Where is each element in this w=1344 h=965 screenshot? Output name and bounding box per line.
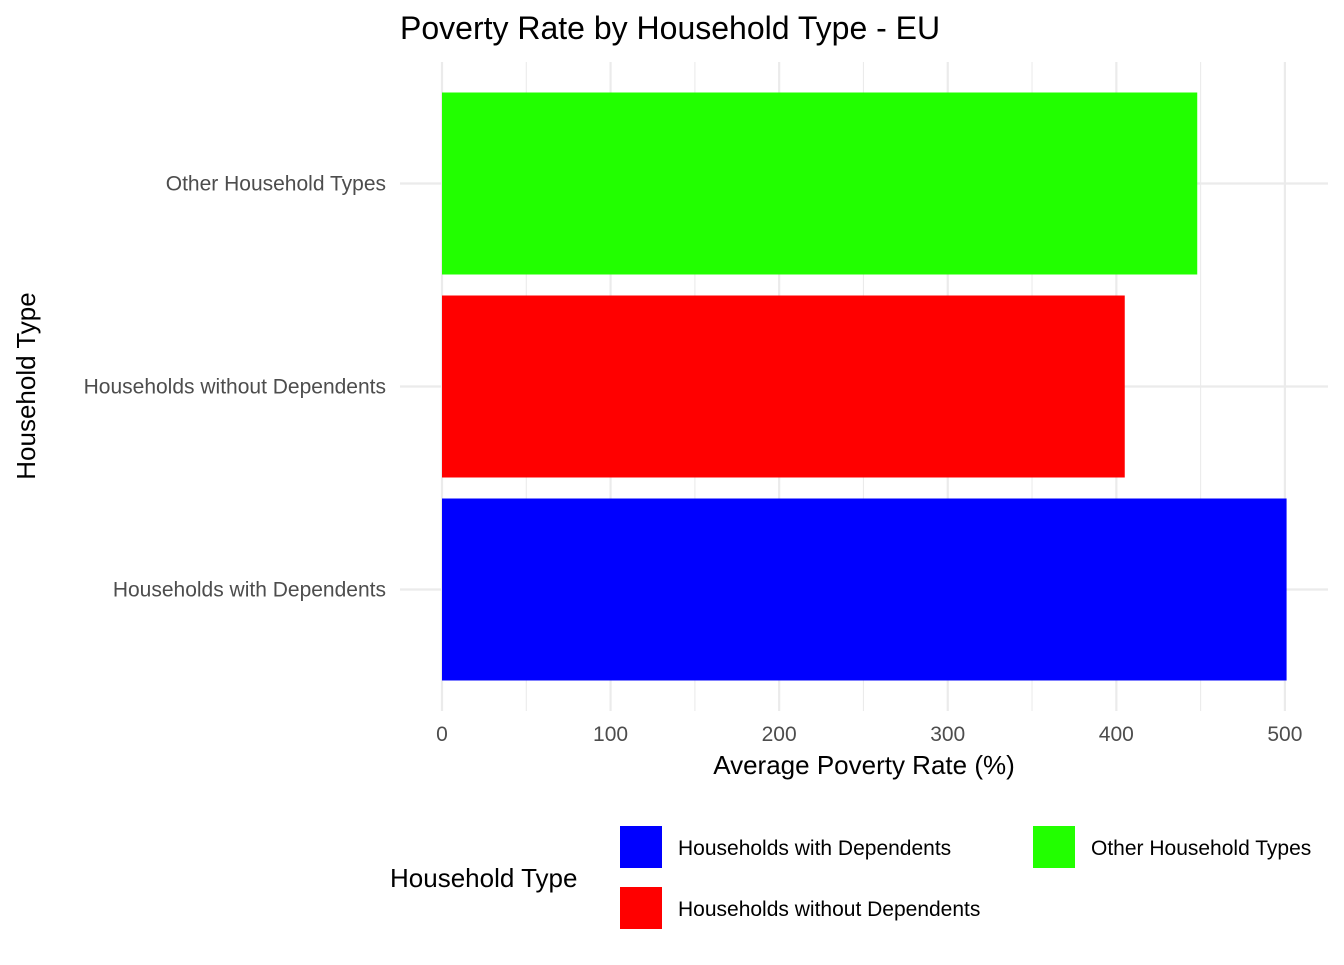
x-tick-label: 200 — [762, 723, 797, 746]
bar-other-household-types — [442, 92, 1198, 275]
legend-item: Households without Dependents — [620, 887, 980, 929]
bar-households-with-dependents — [442, 498, 1287, 681]
legend: Household Type Households with Dependent… — [390, 826, 1311, 929]
x-tick-label: 300 — [930, 723, 965, 746]
legend-label: Households with Dependents — [678, 837, 951, 860]
chart-title: Poverty Rate by Household Type - EU — [400, 10, 940, 46]
x-tick-label: 400 — [1099, 723, 1134, 746]
y-tick-label: Other Household Types — [166, 173, 386, 196]
x-tick-label: 500 — [1267, 723, 1302, 746]
y-tick-label: Households without Dependents — [84, 376, 386, 399]
legend-item: Households with Dependents — [620, 826, 951, 868]
x-tick-label: 0 — [436, 723, 448, 746]
legend-items: Households with Dependents Households wit… — [620, 826, 1311, 929]
legend-swatch — [1033, 826, 1075, 868]
y-tick-label: Households with Dependents — [113, 579, 386, 602]
legend-item: Other Household Types — [1033, 826, 1311, 868]
x-tick-label: 100 — [593, 723, 628, 746]
legend-label: Households without Dependents — [678, 898, 980, 921]
legend-swatch — [620, 887, 662, 929]
y-axis-tick-labels: Households with Dependents Households wit… — [84, 173, 386, 602]
y-axis-title: Household Type — [11, 292, 41, 479]
legend-swatch — [620, 826, 662, 868]
bars — [442, 92, 1287, 681]
legend-title: Household Type — [390, 863, 577, 893]
bar-households-without-dependents — [442, 295, 1125, 478]
legend-label: Other Household Types — [1091, 837, 1311, 860]
x-axis-tick-labels: 0 100 200 300 400 500 — [436, 723, 1302, 746]
x-axis-title: Average Poverty Rate (%) — [713, 750, 1015, 780]
